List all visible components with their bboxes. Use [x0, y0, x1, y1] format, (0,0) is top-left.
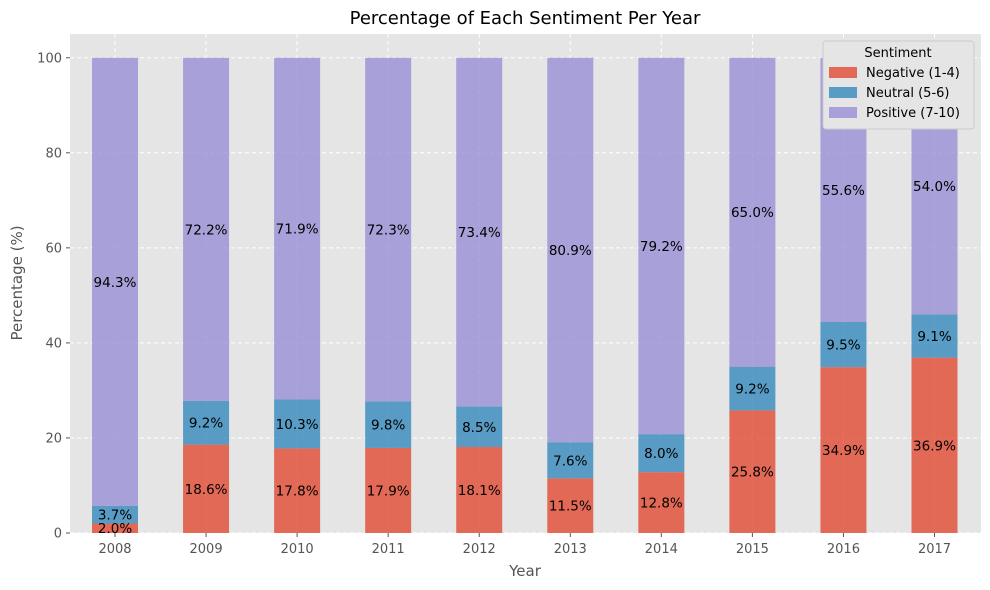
data-label: 80.9%	[549, 243, 592, 259]
y-tick-label: 20	[45, 431, 62, 446]
legend-swatch	[829, 87, 857, 98]
legend-box	[822, 40, 975, 130]
data-labels: 2.0%3.7% 94.3% 18.6% 9.2% 72.2% 17.8% 10.3% 71.…	[94, 179, 957, 537]
bar-positive-7-10-2012	[456, 57, 503, 407]
data-label: 71.9%	[276, 222, 319, 238]
bar-negative-1-4-2017	[911, 357, 958, 533]
bar-positive-7-10-2014	[638, 57, 685, 435]
data-label: 9.2%	[735, 382, 769, 398]
x-tick-label: 2010	[281, 542, 314, 557]
y-tick-label: 0	[54, 527, 62, 542]
x-tick-label: 2016	[827, 542, 860, 557]
bar-negative-1-4-2014	[638, 472, 685, 533]
bar-neutral-5-6-2008	[92, 505, 138, 524]
bar-neutral-5-6-2017	[911, 314, 958, 358]
bars	[92, 57, 958, 533]
y-tick-label: 80	[45, 146, 62, 161]
x-tick-label: 2017	[918, 542, 951, 557]
chart-title: Percentage of Each Sentiment Per Year	[350, 8, 701, 29]
data-label: 94.3%	[94, 275, 137, 291]
bar-negative-1-4-2010	[274, 448, 321, 533]
data-label: 2.0%	[98, 521, 132, 537]
legend-items: Negative (1-4) Neutral (5-6) Positive (7-1…	[829, 66, 960, 121]
legend-title: Sentiment	[864, 46, 931, 61]
x-tick-label: 2014	[645, 542, 678, 557]
legend[interactable]: Sentiment Negative (1-4) Neutral (5-6) Pos…	[822, 40, 975, 130]
bar-positive-7-10-2008	[92, 57, 138, 506]
data-label: 72.2%	[185, 222, 228, 238]
x-tick-label: 2012	[463, 542, 496, 557]
x-axis-ticks: 2008 2009 2010 2011 2012 2013 2014 2015 2016 2017	[98, 533, 951, 557]
data-label: 7.6%	[553, 453, 587, 469]
x-tick-label: 2013	[554, 542, 587, 557]
data-label: 8.5%	[462, 420, 496, 436]
data-label: 17.8%	[276, 484, 319, 500]
bar-positive-7-10-2013	[547, 57, 594, 443]
bar-neutral-5-6-2012	[456, 406, 503, 447]
data-label: 9.8%	[371, 418, 405, 434]
data-label: 73.4%	[458, 225, 501, 241]
x-tick-label: 2015	[736, 542, 769, 557]
y-tick-label: 60	[45, 241, 62, 256]
y-tick-label: 40	[45, 336, 62, 351]
bar-neutral-5-6-2016	[820, 321, 867, 368]
bar-neutral-5-6-2014	[638, 434, 685, 473]
x-tick-label: 2008	[98, 542, 131, 557]
bar-neutral-5-6-2010	[274, 399, 321, 449]
data-label: 11.5%	[549, 499, 592, 515]
data-label: 12.8%	[640, 496, 683, 512]
legend-swatch	[829, 67, 857, 78]
data-label: 34.9%	[822, 443, 865, 459]
bar-neutral-5-6-2013	[547, 442, 594, 479]
bar-positive-7-10-2010	[274, 57, 321, 400]
data-label: 72.3%	[367, 223, 410, 239]
data-label: 10.3%	[276, 417, 319, 433]
data-label: 55.6%	[822, 183, 865, 199]
y-axis-ticks: 0 20 40 60 80 100	[37, 51, 70, 542]
x-tick-label: 2011	[372, 542, 405, 557]
data-label: 17.9%	[367, 483, 410, 499]
data-label: 3.7%	[98, 508, 132, 524]
bar-positive-7-10-2009	[183, 57, 230, 401]
legend-label: Negative (1-4)	[866, 66, 960, 81]
data-label: 9.2%	[189, 416, 223, 432]
data-label: 9.1%	[917, 329, 951, 345]
bar-negative-1-4-2013	[547, 478, 594, 533]
legend-swatch	[829, 107, 857, 118]
data-label: 65.0%	[731, 205, 774, 221]
bar-negative-1-4-2015	[729, 410, 776, 533]
data-label: 18.6%	[185, 482, 228, 498]
bar-positive-7-10-2011	[365, 57, 412, 402]
x-axis-label: Year	[508, 562, 542, 580]
bar-neutral-5-6-2009	[183, 400, 230, 445]
data-label: 18.1%	[458, 483, 501, 499]
bar-negative-1-4-2011	[365, 447, 412, 533]
bar-neutral-5-6-2015	[729, 366, 776, 411]
data-label: 36.9%	[913, 438, 956, 454]
data-label: 25.8%	[731, 465, 774, 481]
bar-neutral-5-6-2011	[365, 401, 412, 448]
bar-positive-7-10-2015	[729, 57, 776, 367]
y-tick-label: 100	[37, 51, 62, 66]
data-label: 9.5%	[826, 338, 860, 354]
y-axis-label: Percentage (%)	[8, 225, 26, 340]
data-label: 79.2%	[640, 239, 683, 255]
bar-negative-1-4-2008	[92, 523, 138, 533]
x-tick-label: 2009	[190, 542, 223, 557]
bar-negative-1-4-2016	[820, 367, 867, 533]
bar-negative-1-4-2012	[456, 446, 503, 533]
data-label: 8.0%	[644, 446, 678, 462]
bar-negative-1-4-2009	[183, 444, 230, 533]
data-label: 54.0%	[913, 179, 956, 195]
legend-label: Neutral (5-6)	[866, 86, 950, 101]
legend-label: Positive (7-10)	[866, 106, 960, 121]
